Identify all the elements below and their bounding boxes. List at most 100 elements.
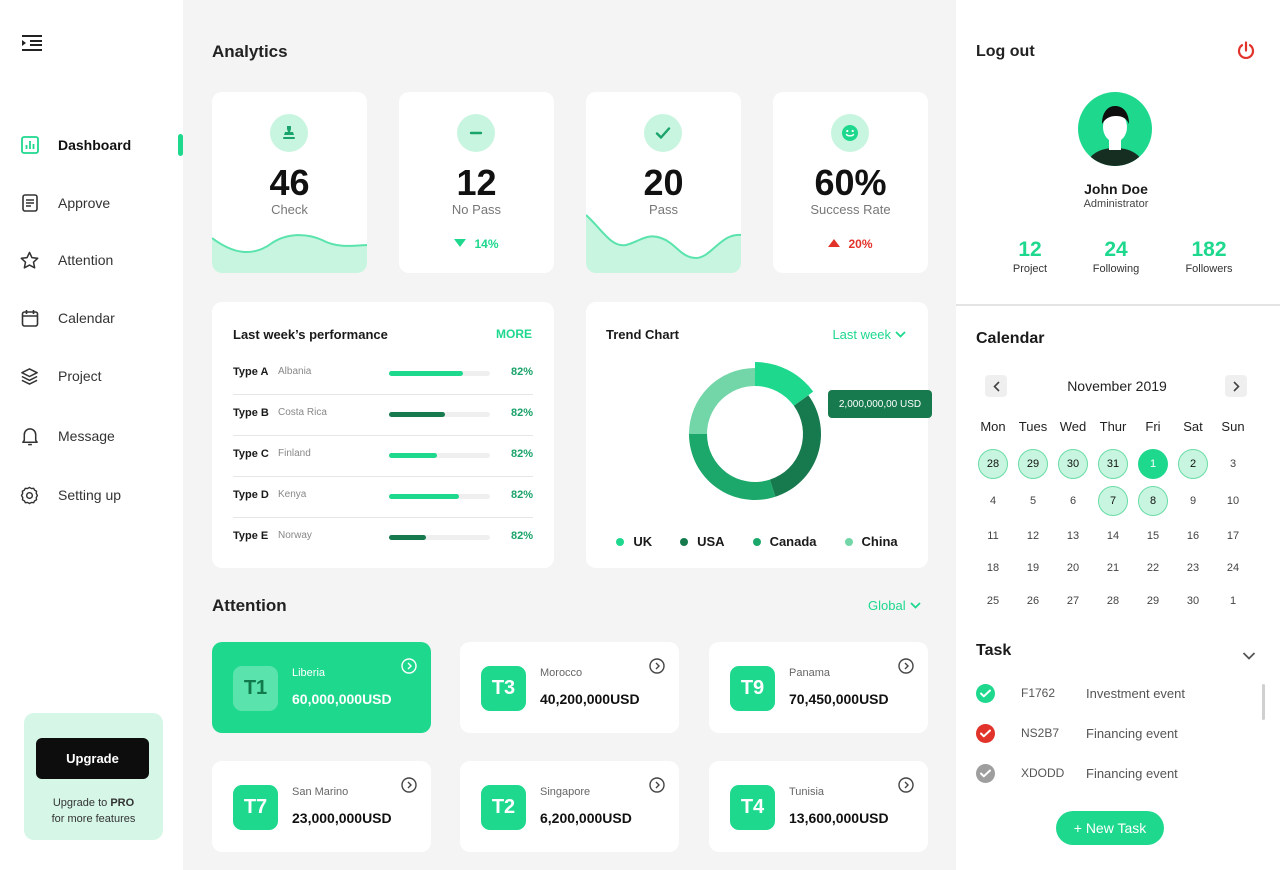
donut-slice-china[interactable] (689, 368, 755, 434)
attention-amount: 6,200,000USD (540, 810, 632, 826)
sidebar-item-setting-up[interactable]: Setting up (20, 483, 121, 507)
attention-card-t2[interactable]: T2 Singapore 6,200,000USD (460, 761, 679, 852)
stat-change-value: 14% (474, 237, 499, 251)
sidebar-item-dashboard[interactable]: Dashboard (20, 133, 131, 157)
stat-card-success-rate[interactable]: 60% Success Rate 20% (773, 92, 928, 273)
task-status-icon[interactable] (976, 724, 995, 743)
calendar-day[interactable]: 21 (1106, 562, 1120, 574)
sidebar-item-approve[interactable]: Approve (20, 191, 110, 215)
weekday-label: Tues (1018, 419, 1048, 434)
chevron-down-icon[interactable] (1242, 648, 1256, 660)
sidebar-item-calendar[interactable]: Calendar (20, 306, 115, 330)
legend-dot (680, 537, 689, 546)
stat-card-no-pass[interactable]: 12 No Pass 14% (399, 92, 554, 273)
more-link[interactable]: MORE (496, 327, 532, 341)
stat-card-pass[interactable]: 20 Pass (586, 92, 741, 273)
calendar-day[interactable]: 29 (1146, 595, 1160, 607)
calendar-day[interactable]: 28 (1106, 595, 1120, 607)
arrow-right-circle-icon[interactable] (649, 658, 665, 674)
gear-icon (20, 486, 39, 505)
task-row[interactable]: F1762 Investment event (976, 681, 1246, 705)
calendar-day[interactable]: 31 (1098, 449, 1128, 479)
profile-stat-followers: 182 Followers (1169, 238, 1249, 275)
progress-fill (389, 535, 427, 540)
avatar[interactable] (1078, 92, 1152, 166)
calendar-day[interactable]: 20 (1066, 562, 1080, 574)
calendar-day[interactable]: 2 (1178, 449, 1208, 479)
attention-card-t3[interactable]: T3 Morocco 40,200,000USD (460, 642, 679, 733)
donut-slice-uk[interactable] (755, 362, 814, 406)
calendar-day[interactable]: 12 (1026, 530, 1040, 542)
performance-row: Type A Albania 82% (233, 354, 533, 395)
arrow-right-circle-icon[interactable] (401, 777, 417, 793)
legend-item-canada: Canada (752, 534, 817, 549)
attention-card-t1[interactable]: T1 Liberia 60,000,000USD (212, 642, 431, 733)
weekday-label: Fri (1145, 419, 1161, 434)
calendar-day[interactable]: 23 (1186, 562, 1200, 574)
chevron-down-icon (909, 602, 921, 609)
next-month-button[interactable] (1225, 375, 1247, 397)
calendar-day[interactable]: 6 (1069, 495, 1077, 507)
calendar-day[interactable]: 25 (986, 595, 1000, 607)
calendar-day[interactable]: 15 (1146, 530, 1160, 542)
calendar-day[interactable]: 18 (986, 562, 1000, 574)
calendar-day[interactable]: 9 (1189, 495, 1197, 507)
profile-role: Administrator (1083, 198, 1149, 210)
menu-collapse-icon[interactable] (20, 33, 44, 53)
calendar-day[interactable]: 30 (1058, 449, 1088, 479)
chevron-right-icon (1232, 380, 1240, 392)
arrow-right-circle-icon[interactable] (898, 658, 914, 674)
task-status-icon[interactable] (976, 684, 995, 703)
task-status-icon[interactable] (976, 764, 995, 783)
calendar-day[interactable]: 19 (1026, 562, 1040, 574)
calendar-day[interactable]: 4 (989, 495, 997, 507)
calendar-day[interactable]: 5 (1029, 495, 1037, 507)
calendar-day[interactable]: 7 (1098, 486, 1128, 516)
attention-card-t7[interactable]: T7 San Marino 23,000,000USD (212, 761, 431, 852)
task-scrollbar[interactable] (1262, 684, 1265, 720)
calendar-day[interactable]: 26 (1026, 595, 1040, 607)
calendar-day[interactable]: 27 (1066, 595, 1080, 607)
sidebar-item-attention[interactable]: Attention (20, 248, 113, 272)
attention-country: Tunisia (789, 786, 825, 798)
calendar-day[interactable]: 11 (987, 530, 999, 542)
legend-item-china: China (844, 534, 898, 549)
trend-filter-dropdown[interactable]: Last week (832, 327, 906, 342)
performance-card: Last week’s performance MORE Type A Alban… (212, 302, 554, 568)
sidebar-item-project[interactable]: Project (20, 364, 102, 388)
calendar-day[interactable]: 22 (1146, 562, 1160, 574)
calendar-day[interactable]: 28 (978, 449, 1008, 479)
sidebar-item-message[interactable]: Message (20, 424, 115, 448)
calendar-day[interactable]: 13 (1066, 530, 1080, 542)
calendar-day[interactable]: 16 (1186, 530, 1200, 542)
calendar-day[interactable]: 29 (1018, 449, 1048, 479)
logout-link[interactable]: Log out (976, 43, 1035, 60)
calendar-day[interactable]: 3 (1229, 458, 1237, 470)
task-row[interactable]: NS2B7 Financing event (976, 721, 1246, 745)
calendar-day[interactable]: 14 (1106, 530, 1120, 542)
donut-slice-canada[interactable] (689, 434, 776, 500)
legend-label: China (861, 534, 898, 549)
arrow-right-circle-icon[interactable] (649, 777, 665, 793)
calendar-day[interactable]: 1 (1138, 449, 1168, 479)
calendar-day[interactable]: 1 (1229, 595, 1237, 607)
new-task-button[interactable]: + New Task (1056, 811, 1164, 845)
prev-month-button[interactable] (985, 375, 1007, 397)
calendar-day[interactable]: 17 (1226, 530, 1240, 542)
attention-card-t9[interactable]: T9 Panama 70,450,000USD (709, 642, 928, 733)
calendar-day[interactable]: 30 (1186, 595, 1200, 607)
donut-slice-usa[interactable] (769, 395, 821, 497)
upgrade-button[interactable]: Upgrade (36, 738, 149, 779)
power-icon[interactable] (1236, 41, 1256, 61)
chevron-left-icon (992, 380, 1000, 392)
stat-card-check[interactable]: 46 Check (212, 92, 367, 273)
attention-card-t4[interactable]: T4 Tunisia 13,600,000USD (709, 761, 928, 852)
minus-icon (457, 114, 495, 152)
calendar-day[interactable]: 24 (1226, 562, 1240, 574)
task-row[interactable]: XDODD Financing event (976, 761, 1246, 785)
calendar-day[interactable]: 10 (1226, 495, 1240, 507)
arrow-right-circle-icon[interactable] (401, 658, 417, 674)
attention-filter-dropdown[interactable]: Global (868, 598, 921, 613)
calendar-day[interactable]: 8 (1138, 486, 1168, 516)
arrow-right-circle-icon[interactable] (898, 777, 914, 793)
